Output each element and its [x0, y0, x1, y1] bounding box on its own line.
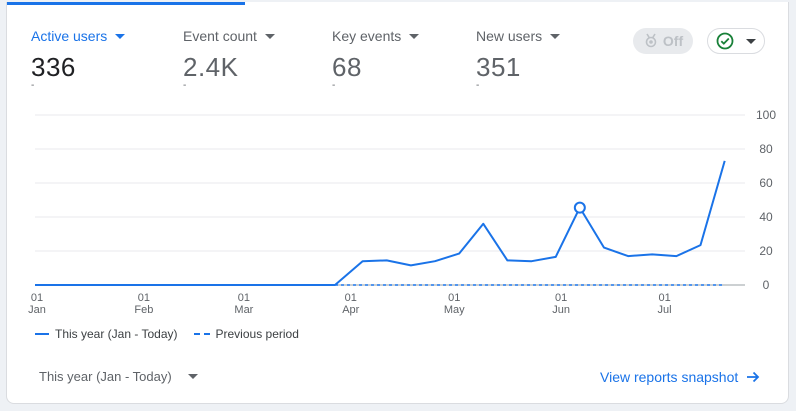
y-tick-label: 80 — [759, 142, 773, 156]
metric-comparison: - — [476, 80, 480, 91]
caret-down-icon — [550, 33, 561, 39]
x-tick-day: 01 — [345, 292, 357, 304]
medal-icon — [645, 33, 657, 48]
metric-label: Event count — [183, 28, 257, 44]
x-tick-month: Feb — [134, 304, 153, 316]
x-tick-day: 01 — [658, 292, 670, 304]
x-tick-month: May — [444, 304, 465, 316]
legend-previous-period: Previous period — [215, 327, 299, 341]
check-circle-icon — [716, 32, 734, 50]
metric-comparison: - — [183, 80, 187, 91]
metric-label: Active users — [31, 28, 108, 44]
y-tick-label: 40 — [759, 210, 773, 224]
x-tick-month: Jan — [28, 304, 46, 316]
metric-value: 2.4K — [183, 52, 239, 82]
insights-toggle-button[interactable]: Off — [633, 28, 693, 54]
metric-label: New users — [476, 28, 543, 44]
metric-event-count-label-row: Event count — [183, 28, 275, 44]
legend-dashed-swatch — [193, 333, 210, 335]
metric-event-count[interactable]: Event count 2.4K - — [183, 28, 275, 91]
view-reports-label: View reports snapshot — [600, 369, 739, 385]
x-tick-month: Jul — [658, 304, 672, 316]
metric-comparison: - — [31, 80, 35, 91]
x-tick-day: 01 — [555, 292, 567, 304]
x-tick-day: 01 — [238, 292, 250, 304]
legend-this-year: This year (Jan - Today) — [55, 327, 178, 341]
caret-down-icon — [264, 33, 275, 39]
x-tick-month: Jun — [552, 304, 570, 316]
highlight-point — [573, 201, 586, 214]
y-tick-label: 0 — [763, 278, 770, 292]
caret-down-icon — [187, 374, 198, 379]
arrow-right-icon — [747, 371, 760, 383]
metric-value: 68 — [332, 52, 362, 82]
analytics-card: Active users 336 - Event count 2.4K - Ke… — [6, 2, 789, 404]
metric-active-users[interactable]: Active users 336 - — [31, 28, 126, 91]
metric-value: 351 — [476, 52, 521, 82]
y-tick-label: 20 — [759, 244, 773, 258]
date-range-select[interactable]: This year (Jan - Today) — [39, 369, 198, 384]
view-reports-snapshot-link[interactable]: View reports snapshot — [600, 369, 760, 385]
caret-down-icon — [746, 38, 756, 44]
y-tick-label: 60 — [759, 176, 773, 190]
active-users-line-chart: 02040608010001Jan01Feb01Mar01Apr01May01J… — [28, 108, 776, 316]
metric-active-users-label-row: Active users — [31, 28, 126, 44]
metric-label: Key events — [332, 28, 402, 44]
metric-new-users-label-row: New users — [476, 28, 561, 44]
metric-new-users[interactable]: New users 351 - — [476, 28, 561, 91]
series-this-year-line — [35, 160, 726, 286]
x-tick-day: 01 — [138, 292, 150, 304]
data-quality-menu-button[interactable] — [707, 28, 765, 54]
x-tick-month: Apr — [342, 304, 359, 316]
x-tick-day: 01 — [448, 292, 460, 304]
metric-comparison: - — [332, 80, 336, 91]
x-tick-month: Mar — [234, 304, 253, 316]
metric-key-events-label-row: Key events — [332, 28, 420, 44]
y-tick-label: 100 — [756, 108, 776, 122]
toggle-label: Off — [662, 33, 684, 49]
active-tab-indicator — [7, 2, 245, 5]
date-range-value: This year (Jan - Today) — [39, 369, 172, 384]
metric-value: 336 — [31, 52, 76, 82]
caret-down-icon — [409, 33, 420, 39]
chart-legend: This year (Jan - Today) Previous period — [35, 327, 299, 341]
legend-solid-swatch — [35, 333, 49, 335]
x-tick-day: 01 — [31, 292, 43, 304]
caret-down-icon — [115, 33, 126, 39]
metric-key-events[interactable]: Key events 68 - — [332, 28, 420, 91]
